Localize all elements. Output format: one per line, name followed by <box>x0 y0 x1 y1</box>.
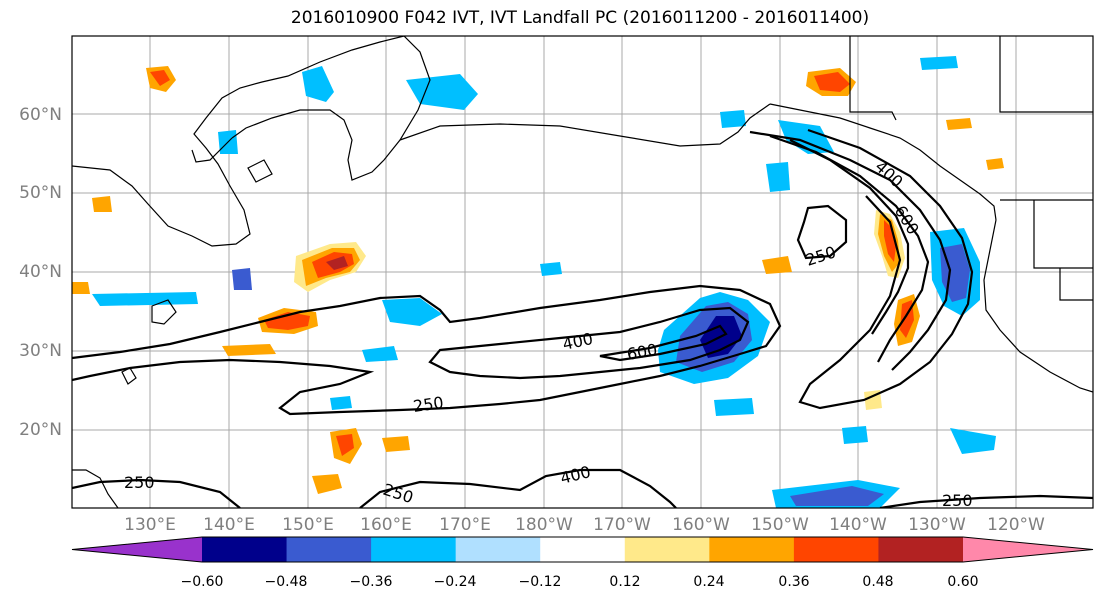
lat-tick-label: 20°N <box>19 420 62 440</box>
lat-tick-label: 50°N <box>19 183 62 203</box>
lon-tick-label: 160°W <box>672 515 730 535</box>
colorbar <box>71 536 1094 563</box>
colorbar-label: 0.60 <box>947 574 978 590</box>
longitude-tick-labels: 130°E 140°E 150°E 160°E 170°E 180°W 170°… <box>124 515 1045 535</box>
colorbar-segment <box>371 537 457 562</box>
colorbar-segment <box>202 537 288 562</box>
colorbar-segment <box>286 537 372 562</box>
colorbar-label: 0.36 <box>778 574 809 590</box>
map-title: 2016010900 F042 IVT, IVT Landfall PC (20… <box>290 8 870 28</box>
colorbar-label: −0.24 <box>434 574 477 590</box>
lon-tick-label: 120°W <box>987 515 1045 535</box>
contour-label: 250 <box>124 473 155 492</box>
colorbar-segment <box>793 537 879 562</box>
lat-tick-label: 30°N <box>19 341 62 361</box>
lon-tick-label: 130°W <box>908 515 966 535</box>
colorbar-segment <box>709 537 795 562</box>
lon-tick-label: 150°E <box>282 515 334 535</box>
coastlines <box>72 36 1093 508</box>
colorbar-label: −0.36 <box>350 574 393 590</box>
colorbar-segment <box>624 537 710 562</box>
lat-tick-label: 40°N <box>19 262 62 282</box>
colorbar-extend-max <box>963 537 1093 562</box>
colorbar-label: −0.60 <box>181 574 224 590</box>
lon-tick-label: 180°W <box>515 515 573 535</box>
map-frame <box>71 35 1094 509</box>
positive-anomaly-patches <box>72 66 1004 494</box>
contour-label: 250 <box>412 393 445 416</box>
colorbar-labels: −0.60 −0.48 −0.36 −0.24 −0.12 0.12 0.24 … <box>181 574 979 590</box>
lon-tick-label: 170°W <box>593 515 651 535</box>
colorbar-outline <box>71 536 1094 563</box>
colorbar-segment <box>455 537 541 562</box>
lon-tick-label: 160°E <box>360 515 412 535</box>
colorbar-label: −0.12 <box>519 574 562 590</box>
colorbar-segment <box>540 537 626 562</box>
lon-tick-label: 130°E <box>124 515 176 535</box>
lat-tick-label: 60°N <box>19 105 62 125</box>
lon-tick-label: 150°W <box>751 515 809 535</box>
colorbar-extend-min <box>72 537 202 562</box>
colorbar-segment <box>878 537 964 562</box>
lon-tick-label: 140°W <box>829 515 887 535</box>
lon-tick-label: 140°E <box>203 515 255 535</box>
colorbar-label: −0.48 <box>265 574 308 590</box>
colorbar-label: 0.24 <box>693 574 724 590</box>
contour-label: 250 <box>942 491 973 510</box>
latitude-tick-labels: 60°N 50°N 40°N 30°N 20°N <box>19 105 62 440</box>
lon-tick-label: 170°E <box>439 515 491 535</box>
ivt-contours <box>72 128 1093 508</box>
colorbar-label: 0.48 <box>862 574 893 590</box>
colorbar-label: 0.12 <box>609 574 640 590</box>
